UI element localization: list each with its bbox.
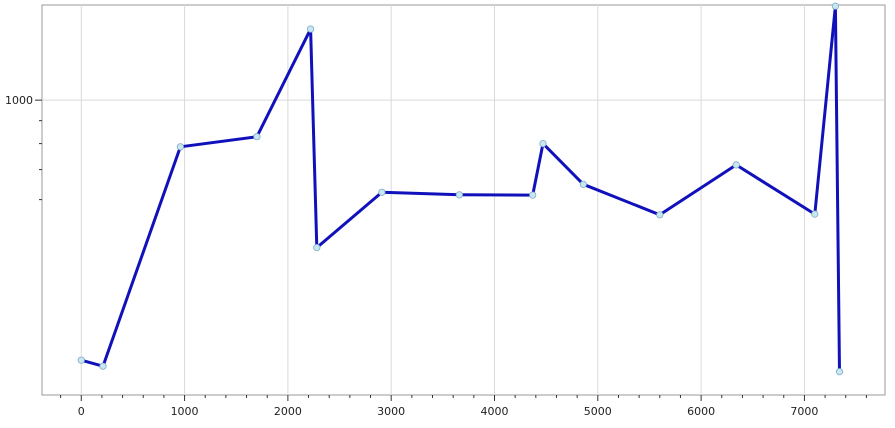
data-point bbox=[176, 143, 184, 151]
series-line-segment bbox=[813, 4, 837, 216]
data-point bbox=[306, 25, 315, 33]
y-tick-label: 1000 bbox=[5, 94, 33, 107]
x-tick-label: 3000 bbox=[377, 405, 405, 418]
x-tick-label: 7000 bbox=[790, 405, 818, 418]
x-tick-label: 1000 bbox=[171, 405, 199, 418]
x-tick-label: 4000 bbox=[480, 405, 508, 418]
x-tick-label: 0 bbox=[78, 405, 85, 418]
data-point bbox=[99, 362, 107, 370]
data-point bbox=[579, 180, 587, 188]
data-point bbox=[811, 210, 819, 218]
data-point bbox=[529, 191, 537, 199]
series-line-segment bbox=[315, 190, 384, 250]
data-point bbox=[835, 368, 844, 376]
series-line-segment bbox=[833, 4, 841, 374]
x-tick-label: 5000 bbox=[584, 405, 612, 418]
series-line-segment bbox=[581, 182, 662, 217]
series-line-segment bbox=[541, 142, 585, 186]
x-tick-label: 2000 bbox=[274, 405, 302, 418]
data-point bbox=[378, 188, 386, 196]
series-line-segment bbox=[380, 190, 461, 197]
series-line-segment bbox=[531, 142, 545, 197]
series-line-segment bbox=[101, 145, 182, 368]
series-line-segment bbox=[734, 163, 817, 216]
series-line-segment bbox=[255, 27, 313, 139]
data-point bbox=[831, 2, 840, 10]
data-point bbox=[455, 191, 463, 199]
markers bbox=[77, 2, 844, 376]
series-line-segment bbox=[79, 358, 105, 368]
data-point bbox=[539, 140, 547, 148]
grid bbox=[42, 5, 885, 395]
plot-area bbox=[41, 4, 886, 396]
data-point bbox=[77, 356, 85, 364]
data-point bbox=[253, 133, 261, 141]
series-line-segment bbox=[309, 27, 319, 250]
x-tick-label: 6000 bbox=[687, 405, 715, 418]
data-point bbox=[656, 211, 664, 219]
data-point bbox=[732, 161, 740, 169]
axes: 0 1000 2000 3000 4000 5000 6000 7000 1000 bbox=[5, 94, 867, 418]
series bbox=[79, 4, 841, 374]
data-point bbox=[313, 244, 321, 252]
series-line-segment bbox=[658, 163, 738, 217]
series-line-segment bbox=[178, 135, 259, 149]
